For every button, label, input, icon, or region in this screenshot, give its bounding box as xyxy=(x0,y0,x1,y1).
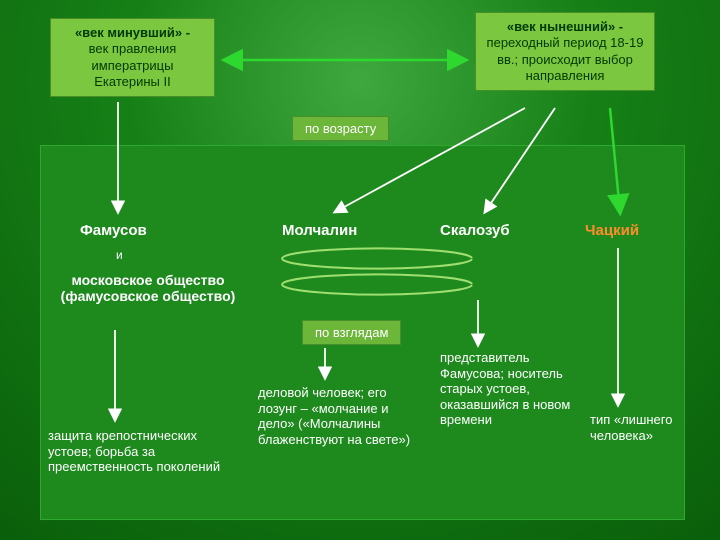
label-skalozub: Скалозуб xyxy=(440,222,510,239)
label-i: и xyxy=(116,248,123,262)
present-century-title: «век нынешний» - xyxy=(507,19,623,34)
past-century-text: век правления императрицы Екатерины II xyxy=(89,41,177,89)
past-century-box: «век минувший» - век правления императри… xyxy=(50,18,215,97)
desc-famusov: защита крепостнических устоев; борьба за… xyxy=(48,428,228,475)
present-century-box: «век нынешний» - переходный период 18-19… xyxy=(475,12,655,91)
desc-chatsky: тип «лишнего человека» xyxy=(590,412,690,443)
tag-age-label: по возрасту xyxy=(305,121,376,136)
desc-molchalin: деловой человек; его лозунг – «молчание … xyxy=(258,385,428,447)
desc-skalozub: представитель Фамусова; носитель старых … xyxy=(440,350,590,428)
present-century-text: переходный период 18-19 вв.; происходит … xyxy=(487,35,644,83)
society-text: московское общество (фамусовское обществ… xyxy=(48,272,248,304)
label-molchalin: Молчалин xyxy=(282,222,357,239)
past-century-title: «век минувший» - xyxy=(75,25,190,40)
tag-views-label: по взглядам xyxy=(315,325,388,340)
label-famusov: Фамусов xyxy=(80,222,147,239)
label-chatsky: Чацкий xyxy=(585,222,639,239)
tag-age: по возрасту xyxy=(292,116,389,141)
tag-views: по взглядам xyxy=(302,320,401,345)
